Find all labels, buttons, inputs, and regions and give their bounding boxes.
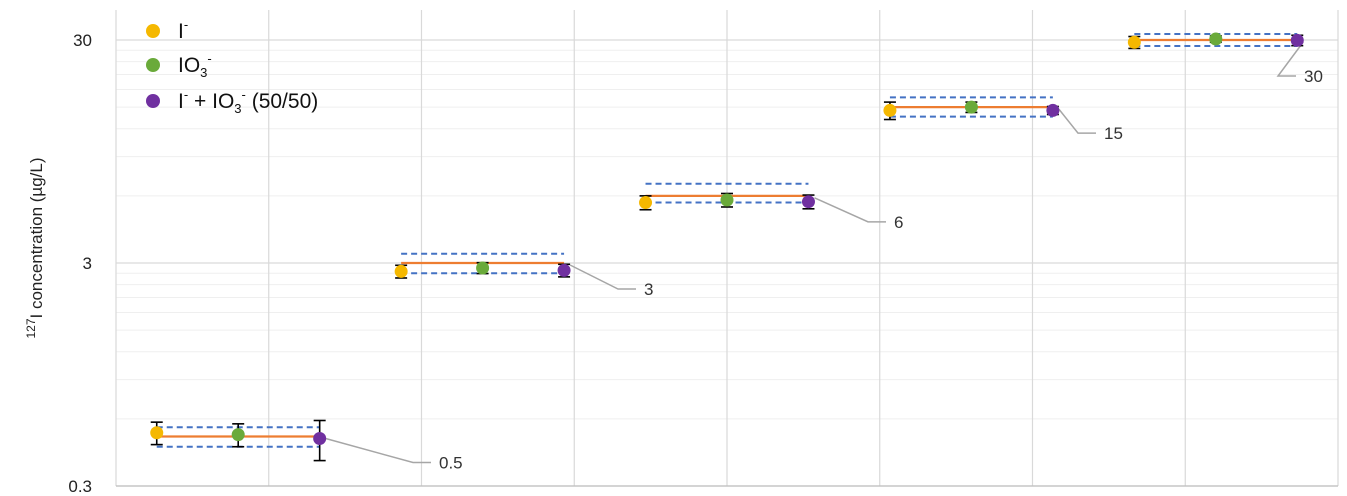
callout-leader bbox=[1276, 41, 1304, 77]
legend-text-superscript: - bbox=[184, 17, 188, 32]
point-iodate bbox=[1209, 32, 1223, 46]
point-iodate bbox=[476, 261, 490, 275]
callouts: 0.5 3 6 15 30 bbox=[325, 41, 1323, 473]
callout-label: 6 bbox=[894, 213, 903, 232]
point-iodate bbox=[964, 100, 978, 114]
legend: I-IO3-I- + IO3- (50/50) bbox=[146, 17, 318, 116]
callout-leader bbox=[325, 437, 431, 464]
callout-leader bbox=[1058, 108, 1096, 134]
legend-text-base: I bbox=[178, 20, 184, 43]
callout-label: 15 bbox=[1104, 124, 1123, 143]
point-iodide bbox=[1127, 35, 1141, 49]
point-mix bbox=[1046, 103, 1060, 117]
legend-text-tail: (50/50) bbox=[246, 90, 318, 113]
data-points bbox=[150, 32, 1304, 462]
y-tick-label: 0.3 bbox=[68, 477, 92, 496]
legend-text-base: I bbox=[178, 90, 184, 113]
point-mix bbox=[801, 195, 815, 209]
callout-leader bbox=[814, 197, 886, 223]
point-iodide bbox=[883, 103, 897, 117]
point-iodate bbox=[231, 428, 245, 442]
y-axis-label: 127I concentration (µg/L) bbox=[24, 157, 46, 338]
point-iodate bbox=[720, 193, 734, 207]
callout-label: 3 bbox=[644, 280, 653, 299]
y-axis-label-superscript: 127 bbox=[24, 318, 38, 338]
legend-text-subscript: 3 bbox=[234, 101, 241, 116]
legend-text-superscript: - bbox=[184, 87, 188, 102]
legend-text-superscript: - bbox=[242, 87, 246, 102]
point-iodide bbox=[394, 264, 408, 278]
y-tick-label: 3 bbox=[83, 254, 92, 273]
point-mix bbox=[1290, 33, 1304, 47]
callout-leader bbox=[569, 264, 636, 290]
legend-text-tail: + IO bbox=[188, 90, 234, 113]
point-mix bbox=[557, 263, 571, 277]
legend-label-mix: I- + IO3- (50/50) bbox=[178, 87, 318, 116]
callout-label: 0.5 bbox=[439, 454, 463, 473]
legend-text-subscript: 3 bbox=[200, 65, 207, 80]
y-tick-label: 30 bbox=[73, 31, 92, 50]
axes: 0.3 3 30 127I concentration (µg/L) bbox=[24, 31, 1338, 496]
legend-marker-iodide bbox=[146, 24, 160, 38]
legend-text-base: IO bbox=[178, 54, 200, 77]
point-iodide bbox=[150, 426, 164, 440]
legend-label-iodate: IO3- bbox=[178, 51, 212, 80]
legend-marker-mix bbox=[146, 94, 160, 108]
y-axis-label-text: I concentration (µg/L) bbox=[27, 157, 46, 318]
grid bbox=[115, 10, 1339, 487]
legend-label-iodide: I- bbox=[178, 17, 188, 43]
point-iodide bbox=[639, 196, 653, 210]
point-mix bbox=[313, 431, 327, 445]
legend-text-superscript: - bbox=[207, 51, 211, 66]
callout-label: 30 bbox=[1304, 67, 1323, 86]
legend-marker-iodate bbox=[146, 58, 160, 72]
